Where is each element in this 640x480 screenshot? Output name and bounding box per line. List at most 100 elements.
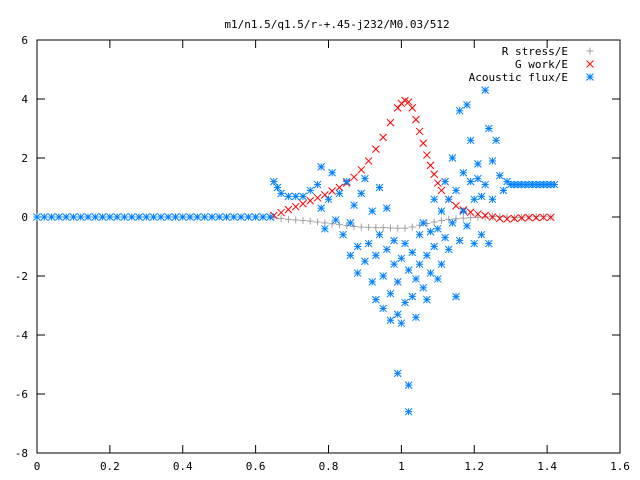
data-point xyxy=(266,213,275,221)
data-point xyxy=(408,223,416,231)
data-point xyxy=(55,213,63,221)
data-point xyxy=(357,223,365,231)
data-point xyxy=(437,186,446,195)
data-point xyxy=(251,213,260,221)
data-point xyxy=(350,173,358,182)
data-point xyxy=(361,257,369,266)
data-point xyxy=(437,217,445,225)
data-point xyxy=(357,189,366,198)
data-point xyxy=(415,127,424,136)
data-point xyxy=(546,213,555,222)
chart-title: m1/n1.5/q1.5/r-+.45-j232/M0.03/512 xyxy=(224,18,449,31)
data-point xyxy=(481,86,490,95)
y-tick-label: 6 xyxy=(21,34,28,47)
data-point xyxy=(467,214,475,222)
data-point xyxy=(441,233,449,242)
data-point xyxy=(412,115,420,124)
data-point xyxy=(390,236,398,245)
data-point xyxy=(393,103,402,112)
y-tick-label: -4 xyxy=(15,329,29,342)
data-point xyxy=(284,215,292,223)
data-point xyxy=(328,187,336,195)
data-point xyxy=(416,221,424,229)
data-point xyxy=(517,214,526,222)
data-point xyxy=(40,213,49,221)
data-point xyxy=(379,272,388,280)
legend-marker xyxy=(586,60,594,68)
data-point xyxy=(401,224,409,232)
data-point xyxy=(437,207,446,215)
data-point xyxy=(372,251,380,260)
data-point xyxy=(259,213,267,221)
data-point xyxy=(444,195,453,204)
data-point xyxy=(423,251,431,260)
data-point xyxy=(171,213,180,221)
data-point xyxy=(525,213,533,222)
data-point xyxy=(481,180,490,189)
data-point xyxy=(437,260,446,269)
data-point xyxy=(452,201,460,210)
data-point xyxy=(404,266,413,274)
data-point xyxy=(393,278,402,286)
data-point xyxy=(342,177,351,186)
data-point xyxy=(441,177,449,186)
data-point xyxy=(379,133,388,142)
data-point xyxy=(186,213,194,221)
data-point xyxy=(353,242,362,251)
data-point xyxy=(423,295,431,304)
data-point xyxy=(481,213,489,221)
data-point xyxy=(452,186,460,195)
x-tick-label: 1.2 xyxy=(464,460,484,473)
data-point xyxy=(488,195,497,204)
legend-label: Acoustic flux/E xyxy=(469,71,568,84)
data-point xyxy=(193,213,202,221)
x-tick-label: 1.6 xyxy=(610,460,630,473)
data-point xyxy=(382,245,391,254)
data-point xyxy=(466,177,475,186)
data-point xyxy=(379,304,388,313)
data-point xyxy=(404,98,413,106)
data-point xyxy=(335,221,343,229)
data-point xyxy=(324,195,333,204)
data-point xyxy=(106,213,114,221)
data-point xyxy=(426,161,435,170)
data-point xyxy=(368,278,377,286)
data-point xyxy=(394,224,402,232)
data-point xyxy=(113,213,122,221)
data-point xyxy=(397,254,406,263)
y-tick-label: -8 xyxy=(15,447,28,460)
data-point xyxy=(292,216,300,224)
data-point xyxy=(430,242,439,251)
data-point xyxy=(277,214,285,222)
data-point xyxy=(532,213,540,221)
data-point xyxy=(452,215,460,223)
data-point xyxy=(470,239,479,248)
x-tick-label: 1 xyxy=(398,460,405,473)
data-point xyxy=(426,227,435,236)
data-point xyxy=(328,220,336,228)
data-point xyxy=(346,251,355,260)
data-point xyxy=(492,136,500,145)
data-point xyxy=(499,186,508,195)
data-point xyxy=(546,180,555,189)
legend-label: G work/E xyxy=(515,58,568,71)
data-point xyxy=(488,157,497,165)
data-point xyxy=(459,207,468,215)
data-point xyxy=(445,215,453,223)
data-point xyxy=(393,310,402,319)
series-1 xyxy=(269,96,555,223)
data-point xyxy=(448,154,457,162)
data-point xyxy=(306,196,315,205)
data-point xyxy=(550,180,559,189)
data-point xyxy=(474,210,482,218)
data-point xyxy=(273,183,282,192)
data-point xyxy=(353,269,362,277)
data-point xyxy=(62,213,71,221)
data-point xyxy=(98,213,107,221)
legend-marker xyxy=(586,73,594,81)
x-tick-label: 1.4 xyxy=(537,460,557,473)
data-point xyxy=(350,201,358,210)
data-point xyxy=(321,224,329,233)
data-point xyxy=(200,213,209,221)
